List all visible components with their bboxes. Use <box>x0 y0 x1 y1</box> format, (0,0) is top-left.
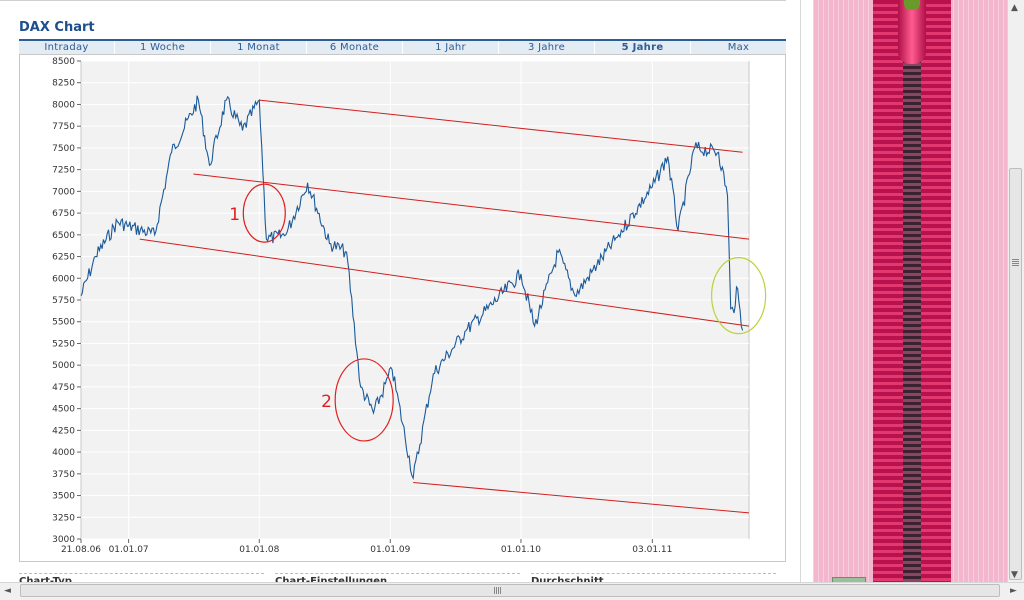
y-tick-label: 4000 <box>52 448 75 458</box>
x-tick-label: 01.01.09 <box>370 545 410 555</box>
tab-1-monat[interactable]: 1 Monat <box>210 41 306 55</box>
y-tick-label: 5750 <box>52 296 75 306</box>
y-tick-label: 6250 <box>52 253 75 263</box>
y-tick-label: 6000 <box>52 274 75 284</box>
y-tick-label: 4250 <box>52 426 75 436</box>
tab-5-jahre[interactable]: 5 Jahre <box>594 41 690 55</box>
scroll-down-icon[interactable]: ▼ <box>1011 570 1018 580</box>
dax-series-line <box>80 95 744 481</box>
x-tick-label: 01.01.07 <box>109 545 149 555</box>
annotation-label: 1 <box>229 205 240 225</box>
y-tick-label: 8000 <box>52 100 75 110</box>
y-tick-label: 4500 <box>52 405 75 415</box>
zipper-teeth <box>903 0 921 582</box>
y-tick-label: 7500 <box>52 144 75 154</box>
y-tick-label: 7750 <box>52 122 75 132</box>
top-border <box>0 0 800 1</box>
tab-intraday[interactable]: Intraday <box>44 42 89 53</box>
annotation-label: 2 <box>321 392 332 412</box>
zipper-pull-cap <box>904 0 920 10</box>
tab-6-monate[interactable]: 6 Monate <box>306 41 402 55</box>
scroll-left-icon[interactable]: ◄ <box>4 586 11 596</box>
x-tick-label: 03.01.11 <box>632 545 672 555</box>
highlight-circle <box>711 257 767 335</box>
scroll-right-icon[interactable]: ► <box>1010 586 1017 596</box>
y-tick-label: 3250 <box>52 513 75 523</box>
y-tick-label: 5500 <box>52 318 75 328</box>
y-tick-label: 6750 <box>52 209 75 219</box>
y-tick-label: 5000 <box>52 361 75 371</box>
vertical-scroll-thumb[interactable] <box>1009 168 1022 580</box>
trend-channel-line <box>413 482 750 514</box>
y-tick-label: 4750 <box>52 383 75 393</box>
y-tick-label: 6500 <box>52 231 75 241</box>
x-tick-label: 21.08.06 <box>61 545 101 555</box>
horizontal-grip-icon <box>494 587 502 594</box>
timeframe-tabs: Intraday 1 Woche 1 Monat 6 Monate 1 Jahr 3 Ja… <box>19 39 786 55</box>
section-chart-einstellungen[interactable]: Chart-Einstellungen <box>275 573 520 584</box>
highlight-circle <box>334 358 394 442</box>
tab-1-woche[interactable]: 1 Woche <box>114 41 210 55</box>
zipper-pull-icon <box>898 0 926 64</box>
vertical-grip-icon <box>1012 259 1019 266</box>
y-tick-label: 7250 <box>52 166 75 176</box>
x-tick-label: 01.01.08 <box>239 545 279 555</box>
tab-max[interactable]: Max <box>690 41 786 55</box>
tab-3-jahre[interactable]: 3 Jahre <box>498 41 594 55</box>
tab-1-jahr[interactable]: 1 Jahr <box>402 41 498 55</box>
y-tick-label: 8250 <box>52 79 75 89</box>
trend-channel-line <box>259 99 743 153</box>
content-gutter <box>786 0 800 582</box>
y-tick-label: 8500 <box>52 57 75 67</box>
page-title: DAX Chart <box>19 20 95 35</box>
highlight-circle <box>242 183 286 243</box>
section-durchschnitt[interactable]: Durchschnitt <box>531 573 776 584</box>
y-tick-label: 7000 <box>52 187 75 197</box>
horizontal-scroll-thumb[interactable] <box>20 584 1000 597</box>
x-tick-label: 01.01.10 <box>501 545 541 555</box>
y-tick-label: 3750 <box>52 470 75 480</box>
y-tick-label: 3000 <box>52 535 75 545</box>
y-tick-label: 5250 <box>52 339 75 349</box>
y-tick-label: 3500 <box>52 492 75 502</box>
scroll-up-icon[interactable]: ▲ <box>1011 3 1018 13</box>
dax-line-chart: 3000 3250 3500 3750 4000 4250 4500 4750 5000 5250… <box>52 57 767 555</box>
trend-channel-line <box>139 238 750 327</box>
section-chart-typ[interactable]: Chart-Typ <box>19 573 264 584</box>
content-divider <box>800 0 801 582</box>
trend-channel-line <box>193 173 750 240</box>
